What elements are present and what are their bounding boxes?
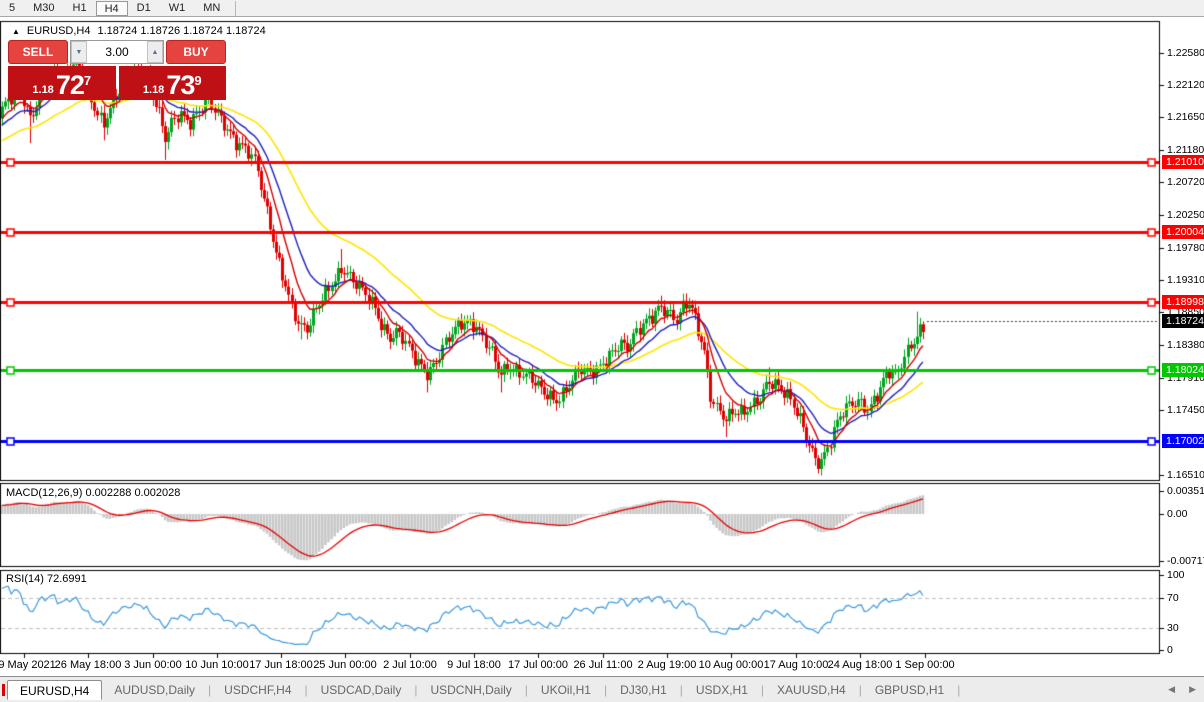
volume-increase-icon[interactable]: ▲ — [147, 41, 163, 63]
tab-scroll-arrows: ◀ ▶ — [1168, 684, 1196, 695]
hline-price-label: 1.17002 — [1162, 433, 1204, 448]
time-axis-label: 2 Jul 10:00 — [383, 659, 437, 671]
rsi-axis-tick: 30 — [1167, 621, 1179, 634]
price-axis-tick: 1.17450 — [1167, 403, 1204, 416]
price-axis-tick: 1.20250 — [1167, 208, 1204, 221]
timeframe-button-d1[interactable]: D1 — [136, 1, 151, 14]
price-axis-tick: 1.22120 — [1167, 78, 1204, 91]
chart-ohlc-values: 1.18724 1.18726 1.18724 1.18724 — [97, 25, 266, 37]
ask-price-display[interactable]: 1.18 73 9 — [118, 66, 226, 100]
hline-price-label: 1.18024 — [1162, 362, 1204, 377]
toolbar-divider — [235, 0, 237, 16]
time-axis-label: 3 Jun 00:00 — [124, 659, 182, 671]
hline-price-label: 1.20004 — [1162, 225, 1204, 240]
macd-axis-tick: -0.00717 — [1167, 554, 1204, 567]
tab-scroll-right-icon[interactable]: ▶ — [1189, 684, 1196, 694]
price-axis-tick: 1.19780 — [1167, 241, 1204, 254]
sell-button[interactable]: SELL — [8, 40, 68, 64]
chart-tab-usdcad[interactable]: USDCAD,Daily — [320, 682, 402, 697]
active-tab-marker-icon — [2, 683, 5, 696]
timeframe-button-h1[interactable]: H1 — [72, 1, 87, 14]
tab-divider: | — [603, 682, 608, 697]
tab-divider: | — [957, 682, 961, 697]
tab-divider: | — [208, 682, 212, 697]
time-axis-label: 9 Jul 18:00 — [447, 659, 501, 671]
bid-price-display[interactable]: 1.18 72 7 — [8, 66, 116, 100]
buy-button[interactable]: BUY — [166, 40, 226, 64]
timeframe-button-h4[interactable]: H4 — [95, 0, 128, 16]
time-axis-label: 26 Jul 11:00 — [573, 659, 633, 671]
price-axis-tick: 1.22580 — [1167, 46, 1204, 59]
volume-spinner: ▼ 3.00 ▲ — [70, 40, 164, 64]
timeframe-button-5[interactable]: 5 — [9, 1, 16, 14]
collapse-triangle-icon[interactable]: ▲ — [12, 26, 20, 36]
one-click-trading-panel: SELL ▼ 3.00 ▲ BUY 1.18 72 7 1.18 73 9 — [8, 40, 226, 100]
chart-tabs: EURUSD,H4 AUDUSD,Daily | USDCHF,H4 | USDCAD,D… — [7, 679, 961, 700]
chart-tab-ukoil[interactable]: UKOil,H1 — [540, 682, 591, 697]
rsi-axis-tick: 0 — [1167, 644, 1173, 656]
price-axis-tick: 1.19310 — [1167, 274, 1204, 287]
chart-tab-xauusd[interactable]: XAUUSD,H4 — [777, 682, 846, 697]
ask-price-prefix: 1.18 — [142, 84, 165, 96]
chart-tab-usdcnh[interactable]: USDCNH,Daily — [430, 682, 512, 697]
time-axis-label: 17 Jul 00:00 — [508, 659, 568, 671]
hline-price-label: 1.18998 — [1162, 295, 1204, 310]
tab-divider: | — [679, 682, 683, 697]
chart-tab-dj30[interactable]: DJ30,H1 — [620, 682, 667, 697]
current-price-label: 1.18724 — [1162, 314, 1204, 329]
timeframe-toolbar: 5 M30 H1 H4 D1 W1 MN — [0, 0, 1204, 17]
macd-indicator-label: MACD(12,26,9) 0.002288 0.002028 — [6, 487, 181, 499]
rsi-indicator-label: RSI(14) 72.6991 — [6, 573, 87, 585]
price-axis-tick: 1.21180 — [1167, 144, 1204, 157]
price-axis-tick: 1.16510 — [1167, 469, 1204, 482]
timeframe-button-m30[interactable]: M30 — [33, 1, 55, 14]
price-axis-tick: 1.18380 — [1167, 339, 1204, 352]
time-axis-label: 10 Jun 10:00 — [185, 659, 249, 671]
chart-tab-usdx[interactable]: USDX,H1 — [695, 682, 748, 697]
chart-tab-audusd[interactable]: AUDUSD,Daily — [114, 682, 196, 697]
chart-tab-gbpusd[interactable]: GBPUSD,H1 — [874, 682, 945, 697]
macd-axis-tick: 0.003515 — [1167, 485, 1204, 497]
time-axis-label: 17 Aug 10:00 — [763, 659, 829, 671]
timeframe-button-mn[interactable]: MN — [203, 1, 221, 14]
chart-ohlc-header: ▲ EURUSD,H4 1.18724 1.18726 1.18724 1.18… — [12, 25, 266, 37]
time-axis-label: 19 May 2021 — [0, 659, 56, 671]
rsi-axis-tick: 100 — [1167, 569, 1185, 581]
time-axis-label: 17 Jun 18:00 — [249, 659, 313, 671]
tab-divider: | — [414, 682, 418, 697]
bid-price-sup: 7 — [83, 73, 92, 88]
time-axis-label: 2 Aug 19:00 — [637, 659, 697, 671]
time-axis-label: 1 Sep 00:00 — [895, 659, 955, 671]
bid-price-prefix: 1.18 — [32, 84, 54, 96]
chart-tab-usdchf[interactable]: USDCHF,H4 — [224, 682, 292, 697]
tab-divider: | — [858, 682, 862, 697]
time-axis-label: 24 Aug 18:00 — [827, 659, 893, 671]
rsi-axis-tick: 70 — [1167, 591, 1179, 604]
chart-symbol-label: EURUSD,H4 — [26, 25, 91, 37]
tab-scroll-left-icon[interactable]: ◀ — [1168, 684, 1176, 694]
hline-price-label: 1.21010 — [1162, 155, 1204, 169]
price-axis-tick: 1.20720 — [1167, 176, 1204, 189]
tab-divider: | — [760, 682, 765, 697]
chart-tab-eurusd[interactable]: EURUSD,H4 — [7, 679, 103, 700]
volume-decrease-icon[interactable]: ▼ — [71, 41, 87, 63]
ask-price-big: 73 — [166, 70, 195, 100]
time-axis-label: 10 Aug 00:00 — [698, 659, 764, 671]
timeframe-button-w1[interactable]: W1 — [168, 1, 186, 14]
time-axis-label: 25 Jun 00:00 — [313, 659, 377, 671]
macd-axis-tick: 0.00 — [1167, 508, 1188, 520]
chart-tab-bar: EURUSD,H4 AUDUSD,Daily | USDCHF,H4 | USDCAD,D… — [0, 676, 1204, 702]
price-axis-tick: 1.21650 — [1167, 111, 1204, 124]
tab-divider: | — [304, 682, 308, 697]
bid-price-big: 72 — [55, 70, 85, 100]
ask-price-sup: 9 — [194, 73, 202, 88]
time-axis-label: 26 May 18:00 — [54, 659, 122, 671]
tab-divider: | — [524, 682, 528, 697]
volume-value[interactable]: 3.00 — [105, 45, 129, 59]
